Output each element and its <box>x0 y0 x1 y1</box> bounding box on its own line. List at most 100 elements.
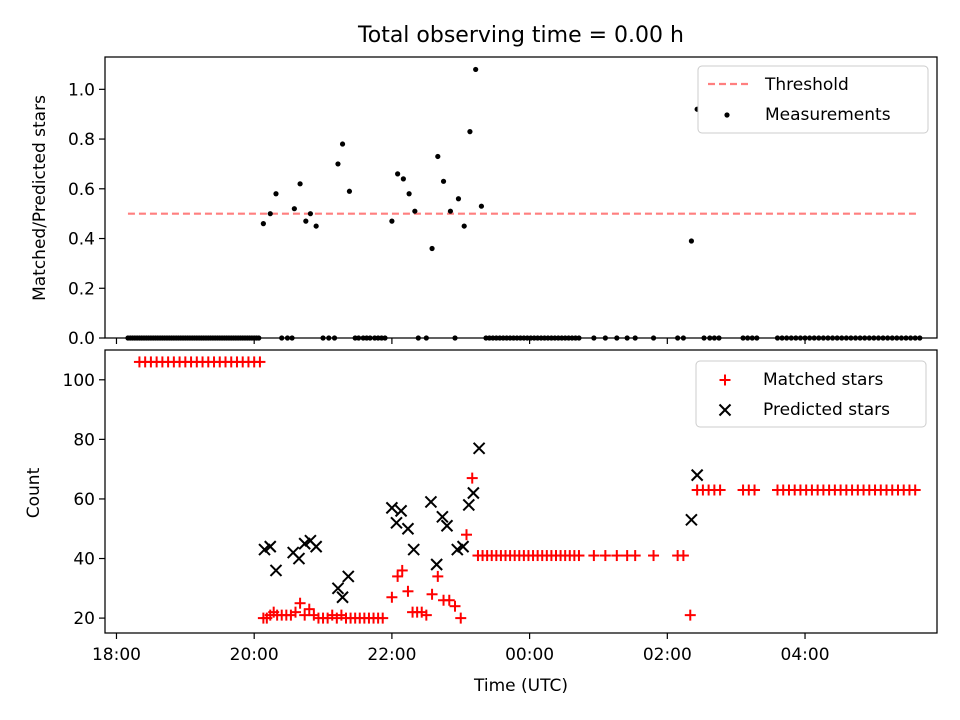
predicted-star-point <box>331 582 345 595</box>
matched-star-point <box>294 597 306 609</box>
matched-star-point <box>432 570 444 582</box>
top-y-tick-label: 0.8 <box>68 130 95 150</box>
matched-star-point <box>909 484 921 496</box>
bottom-legend-box <box>695 360 927 428</box>
x-axis-label: Time (UTC) <box>473 676 568 696</box>
measurement-point <box>429 245 435 252</box>
chart-title: Total observing time = 0.00 h <box>357 23 684 48</box>
measurement-point <box>291 206 297 212</box>
top-y-axis: 0.0 0.2 0.4 0.6 0.8 1.0 <box>68 80 105 349</box>
bottom-y-axis-label: Count <box>24 467 44 518</box>
predicted-star-point <box>394 504 408 518</box>
measurement-point <box>273 191 279 197</box>
top-y-tick-label: 0.4 <box>68 230 95 250</box>
top-legend: Threshold Measurements <box>697 65 929 134</box>
top-y-tick-label: 0.0 <box>68 329 95 349</box>
predicted-star-point <box>456 540 470 553</box>
matched-star-point <box>455 612 467 624</box>
measurement-point <box>339 141 346 147</box>
matched-star-point <box>377 612 389 624</box>
predicted-star-point <box>407 543 420 556</box>
measurement-point <box>406 191 412 197</box>
matched-star-point <box>420 609 432 621</box>
bottom-x-tick-label: 20:00 <box>230 645 279 665</box>
matched-star-point <box>402 585 414 597</box>
bottom-x-axis: 18:00 20:00 22:00 00:00 02:00 04:00 <box>92 633 830 665</box>
legend-measurements-swatch <box>724 112 730 118</box>
measurement-point <box>467 129 473 135</box>
measurement-point <box>688 238 695 244</box>
bottom-x-tick-label: 02:00 <box>643 645 692 665</box>
bottom-marks <box>133 356 921 624</box>
measurement-point <box>303 218 309 224</box>
matched-star-point <box>303 603 315 615</box>
predicted-star-point <box>342 570 355 583</box>
legend-predicted-label: Predicted stars <box>763 400 890 420</box>
predicted-star-point <box>436 510 449 524</box>
legend-threshold-label: Threshold <box>764 75 849 95</box>
bottom-y-tick-label: 60 <box>73 490 95 510</box>
measurement-point <box>267 211 273 217</box>
measurement-point <box>395 171 401 177</box>
bottom-y-tick-label: 20 <box>73 609 95 629</box>
top-y-tick-label: 1.0 <box>68 80 95 100</box>
predicted-star-point <box>264 540 277 553</box>
measurement-point <box>412 208 418 214</box>
predicted-star-point <box>462 498 475 512</box>
matched-star-point <box>684 609 696 621</box>
measurement-point <box>440 178 447 184</box>
predicted-star-point <box>390 516 403 529</box>
matched-star-point <box>573 550 585 562</box>
bottom-x-tick-label: 00:00 <box>505 645 554 665</box>
bottom-y-tick-label: 40 <box>73 550 95 570</box>
matched-star-point <box>443 594 455 606</box>
matched-star-point <box>426 588 438 600</box>
top-plot-frame <box>104 56 938 339</box>
matched-star-point <box>289 606 301 618</box>
legend-measurements-label: Measurements <box>765 105 891 125</box>
measurement-point <box>435 153 441 160</box>
measurement-point <box>455 196 462 202</box>
top-legend-box <box>697 65 929 134</box>
legend-matched-swatch <box>719 374 731 386</box>
matched-star-point <box>611 550 623 562</box>
matched-star-point <box>254 356 266 368</box>
predicted-star-point <box>401 522 415 535</box>
bottom-y-tick-label: 80 <box>73 430 95 450</box>
bottom-plot-frame <box>104 349 938 634</box>
bottom-panel: 20 40 60 80 100 18:00 20:00 22:00 00:00 02:00 04:… <box>24 349 938 696</box>
bottom-legend: Matched stars Predicted stars <box>695 360 927 428</box>
predicted-star-point <box>385 501 399 515</box>
legend-matched-label: Matched stars <box>763 370 883 390</box>
measurement-point <box>346 188 353 194</box>
matched-star-point <box>386 591 398 603</box>
measurement-point <box>478 203 485 209</box>
matched-star-point <box>396 564 408 576</box>
predicted-star-point <box>440 519 454 532</box>
predicted-star-point <box>309 540 323 553</box>
top-y-tick-label: 0.2 <box>68 279 95 299</box>
matched-star-point <box>749 484 761 496</box>
measurement-point <box>447 208 454 214</box>
bottom-x-tick-label: 22:00 <box>367 645 416 665</box>
bottom-x-tick-label: 18:00 <box>92 645 141 665</box>
predicted-star-point <box>467 486 480 500</box>
measurement-point <box>307 211 314 217</box>
legend-predicted-swatch <box>718 403 732 417</box>
matched-star-point <box>599 550 611 562</box>
top-panel: Total observing time = 0.00 h 0.0 0.2 0.4 0… <box>30 23 938 349</box>
top-x-axis <box>115 338 806 344</box>
matched-star-point <box>392 570 404 582</box>
matched-star-point <box>648 550 660 562</box>
measurement-point <box>400 176 406 182</box>
predicted-star-point <box>336 591 349 604</box>
predicted-star-point <box>685 513 698 527</box>
matched-star-point <box>466 472 478 484</box>
legend-predicted-marker <box>718 403 732 417</box>
predicted-star-point <box>690 468 704 482</box>
bottom-x-tick-label: 04:00 <box>781 645 830 665</box>
legend-matched-marker <box>719 374 731 386</box>
predicted-star-point <box>472 442 486 455</box>
predicted-star-point <box>430 558 443 571</box>
